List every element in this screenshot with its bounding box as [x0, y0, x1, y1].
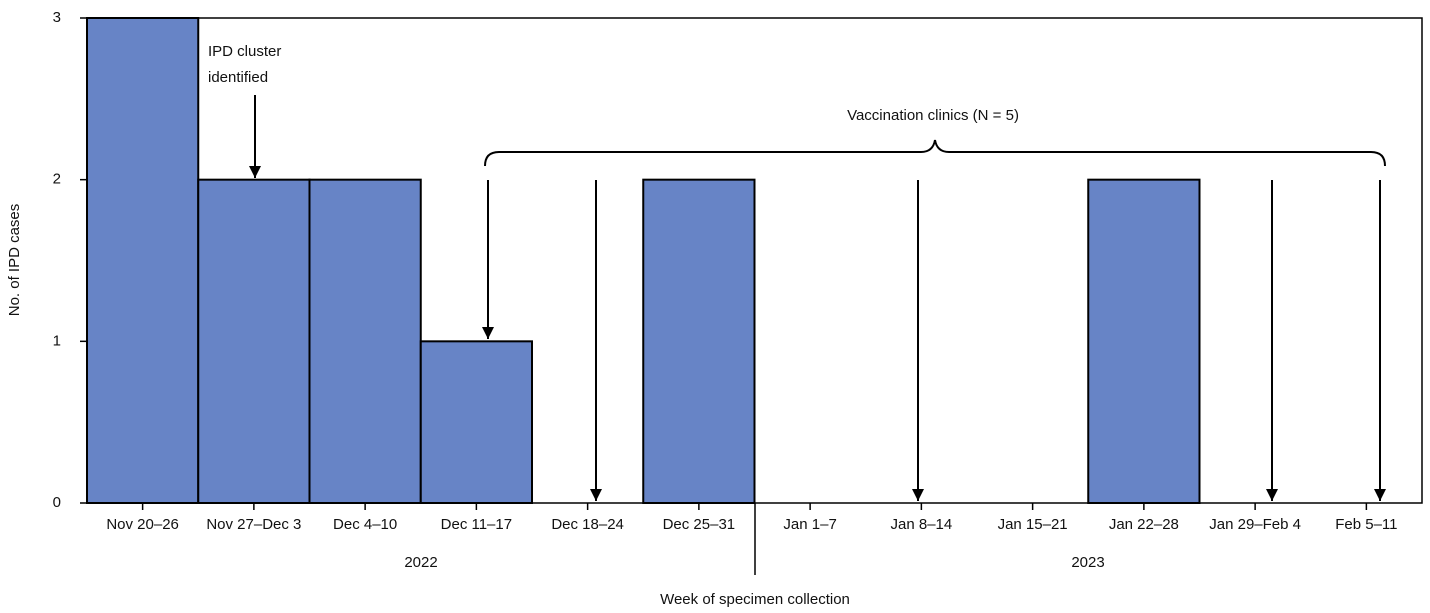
y-tick-label: 1: [53, 332, 61, 349]
bar: [642, 178, 756, 505]
x-tick-label: Jan 29–Feb 4: [1209, 516, 1301, 533]
x-tick-label: Jan 22–28: [1109, 516, 1179, 533]
annotation: IPD cluster: [208, 43, 281, 60]
annotation: identified: [208, 69, 268, 86]
bar: [1087, 178, 1201, 505]
y-tick-label: 3: [53, 9, 61, 26]
year-label: 2022: [404, 554, 437, 571]
x-tick-label: Dec 4–10: [333, 516, 397, 533]
x-tick-label: Dec 18–24: [551, 516, 624, 533]
plot-frame: [86, 17, 1423, 504]
x-tick-label: Nov 20–26: [106, 516, 179, 533]
y-tick-label: 2: [53, 171, 61, 188]
bar: [86, 17, 200, 504]
bar: [419, 340, 533, 505]
brace: [484, 139, 1386, 167]
annotation: Vaccination clinics (N = 5): [847, 107, 1019, 124]
x-tick-label: Dec 25–31: [663, 516, 736, 533]
x-tick-label: Dec 11–17: [441, 516, 512, 533]
x-tick-label: Feb 5–11: [1335, 516, 1397, 533]
bar: [308, 178, 422, 505]
y-axis-title: No. of IPD cases: [6, 204, 23, 317]
x-tick-label: Jan 1–7: [783, 516, 836, 533]
annotation-arrows: [249, 95, 1386, 501]
x-tick-label: Jan 15–21: [998, 516, 1068, 533]
y-tick-label: 0: [53, 494, 61, 511]
year-label: 2023: [1071, 554, 1104, 571]
x-tick-label: Jan 8–14: [891, 516, 953, 533]
x-tick-label: Nov 27–Dec 3: [206, 516, 301, 533]
bar: [197, 178, 311, 505]
x-axis-title: Week of specimen collection: [660, 591, 850, 608]
